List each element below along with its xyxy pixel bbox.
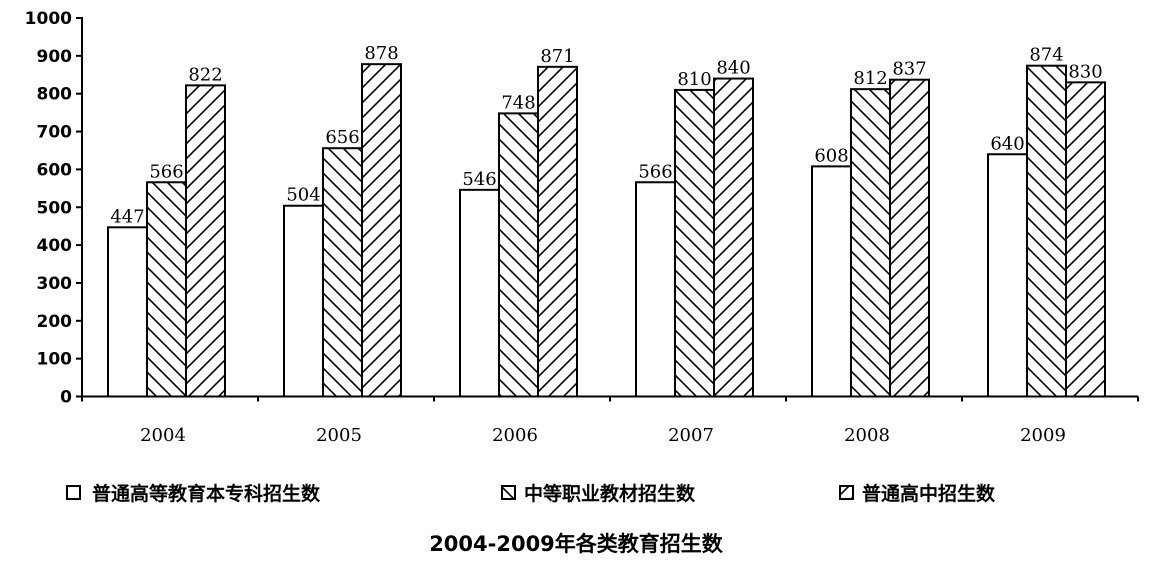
bar-series-1-2009 [1026,64,1067,398]
data-label: 608 [814,145,848,166]
data-label: 871 [540,46,574,67]
bar-series-1-2008 [850,88,891,398]
x-axis-labels: 2004 2005 2006 2007 2008 2009 [140,425,1066,446]
legend-swatch-1 [501,485,516,500]
legend-item-1: 中等职业教材招生数 [501,482,696,505]
y-tick-label: 0 [60,388,72,408]
data-label: 546 [462,169,496,190]
y-tick-label: 800 [37,85,73,105]
data-label: 878 [364,43,398,64]
bar-series-0-2004 [107,226,148,398]
x-tick-label: 2008 [844,425,890,446]
bar-series-0-2008 [811,165,852,398]
data-label: 566 [149,161,183,182]
x-tick-label: 2009 [1020,425,1066,446]
bar-series-1-2007 [674,88,715,398]
bar-series-1-2006 [498,112,539,398]
data-label: 447 [110,206,144,227]
y-tick-label: 700 [37,123,73,143]
data-label: 640 [990,133,1024,154]
legend: 普通高等教育本专科招生数 中等职业教材招生数 普通高中招生数 [66,482,996,505]
bar-series-2-2005 [361,63,402,398]
bar-series-1-2004 [146,181,187,398]
chart-title: 2004-2009年各类教育招生数 [429,532,724,556]
legend-label-0: 普通高等教育本专科招生数 [92,482,321,505]
bar-series-2-2007 [713,77,754,398]
data-label: 837 [892,59,926,80]
data-label: 504 [286,185,320,206]
data-label: 566 [638,161,672,182]
bar-series-2-2004 [185,84,226,398]
data-label: 822 [188,64,222,85]
bar-series-2-2009 [1065,81,1106,398]
y-tick-label: 100 [37,350,73,370]
legend-swatch-0 [66,485,81,500]
y-tick-label: 500 [37,198,73,218]
y-axis-ticks: 0 100 200 300 400 500 600 700 800 900 1000 [25,9,82,408]
y-tick-label: 300 [37,274,73,294]
legend-item-0: 普通高等教育本专科招生数 [66,482,321,505]
legend-label-2: 普通高中招生数 [862,482,996,505]
data-label: 840 [716,58,750,79]
y-tick-label: 900 [37,47,73,67]
y-tick-label: 1000 [25,9,72,29]
x-tick-label: 2007 [668,425,714,446]
bar-series-0-2006 [459,188,500,398]
data-label: 810 [677,69,711,90]
bar-series-2-2006 [537,65,578,398]
x-tick-label: 2006 [492,425,538,446]
data-label: 830 [1068,61,1102,82]
axes [81,17,1139,402]
legend-item-2: 普通高中招生数 [839,482,996,505]
data-label: 656 [325,127,359,148]
x-tick-label: 2005 [316,425,362,446]
data-label: 748 [501,92,535,113]
bar-series-2-2008 [889,78,930,398]
legend-swatch-2 [839,485,854,500]
legend-label-1: 中等职业教材招生数 [524,482,696,505]
bar-series-1-2005 [322,147,363,398]
bar-series-0-2007 [635,181,676,398]
bars [107,63,1106,398]
data-label: 812 [853,68,887,89]
data-label: 874 [1029,45,1063,66]
bar-series-0-2009 [987,153,1028,398]
y-tick-label: 600 [37,160,73,180]
bar-series-0-2005 [283,204,324,398]
y-tick-label: 200 [37,312,73,332]
y-tick-label: 400 [37,236,73,256]
x-tick-label: 2004 [140,425,186,446]
